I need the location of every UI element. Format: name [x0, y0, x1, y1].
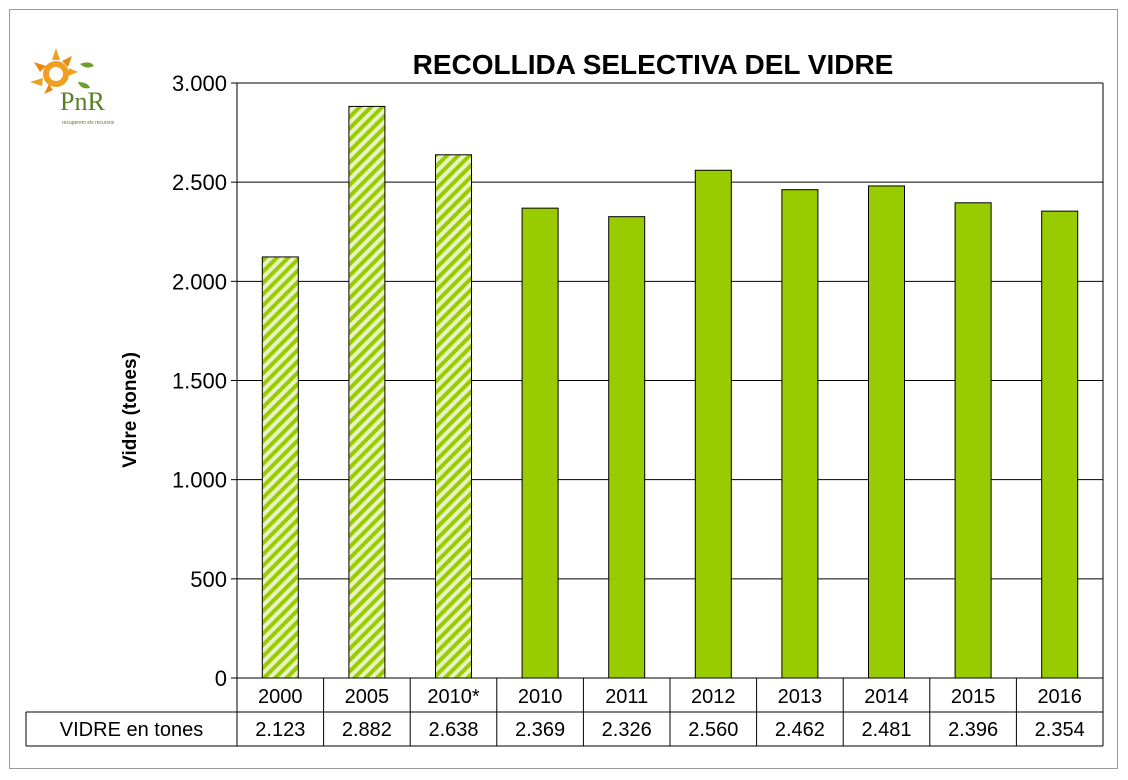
data-value-cell: 2.123	[255, 719, 305, 741]
x-category-label: 2010*	[427, 686, 479, 708]
x-category-label: 2005	[345, 686, 390, 708]
x-category-label: 2015	[951, 686, 996, 708]
bar-2011	[608, 216, 646, 679]
bar-2016	[1041, 210, 1079, 679]
bar-2010*	[435, 154, 472, 679]
x-category-label: 2010	[518, 686, 563, 708]
data-value-cell: 2.560	[688, 719, 738, 741]
y-tick-label: 2.500	[172, 170, 227, 195]
bar-2000	[261, 256, 299, 679]
y-tick-label: 500	[190, 567, 227, 592]
data-value-cell: 2.396	[948, 719, 998, 741]
data-value-cell: 2.354	[1035, 719, 1085, 741]
data-value-cell: 2.369	[515, 719, 565, 741]
data-value-cell: 2.326	[602, 719, 652, 741]
data-value-cell: 2.638	[428, 719, 478, 741]
y-axis-label: Vidre (tones)	[120, 352, 141, 468]
bar-2014	[868, 185, 905, 679]
bar-2005	[348, 105, 386, 679]
x-category-label: 2011	[605, 686, 648, 708]
x-category-label: 2014	[864, 686, 909, 708]
logo-wordmark: PnR	[60, 87, 105, 116]
chart-title: RECOLLIDA SELECTIVA DEL VIDRE	[413, 49, 894, 80]
series-name-cell: VIDRE en tones	[60, 719, 203, 741]
bar-2010	[521, 207, 559, 679]
bar-2012	[694, 169, 732, 679]
sun-icon	[30, 48, 94, 94]
y-tick-labels: 0 500 1.000 1.500 2.000 2.500 3.000	[172, 71, 227, 691]
x-category-label: 2000	[258, 686, 303, 708]
data-value-cell: 2.882	[342, 719, 392, 741]
pnr-logo: PnR recuperem els recursos	[30, 48, 115, 126]
data-table: VIDRE en tones 2000 2.123 2005 2.882 2010* 2.6…	[25, 677, 1104, 747]
bar-2013	[781, 189, 819, 679]
chart-frame	[9, 9, 1118, 769]
data-value-cell: 2.481	[861, 719, 911, 741]
x-category-label: 2012	[691, 686, 736, 708]
logo-tagline: recuperem els recursos	[62, 120, 115, 126]
data-value-cell: 2.462	[775, 719, 825, 741]
x-category-label: 2016	[1037, 686, 1082, 708]
bar-2015	[954, 202, 992, 679]
y-tick-label: 0	[215, 666, 227, 691]
y-tick-label: 3.000	[172, 71, 227, 96]
y-tick-label: 1.500	[172, 369, 227, 394]
bars	[261, 105, 1079, 679]
y-tick-label: 1.000	[172, 468, 227, 493]
x-category-label: 2013	[778, 686, 823, 708]
y-tick-label: 2.000	[172, 269, 227, 294]
